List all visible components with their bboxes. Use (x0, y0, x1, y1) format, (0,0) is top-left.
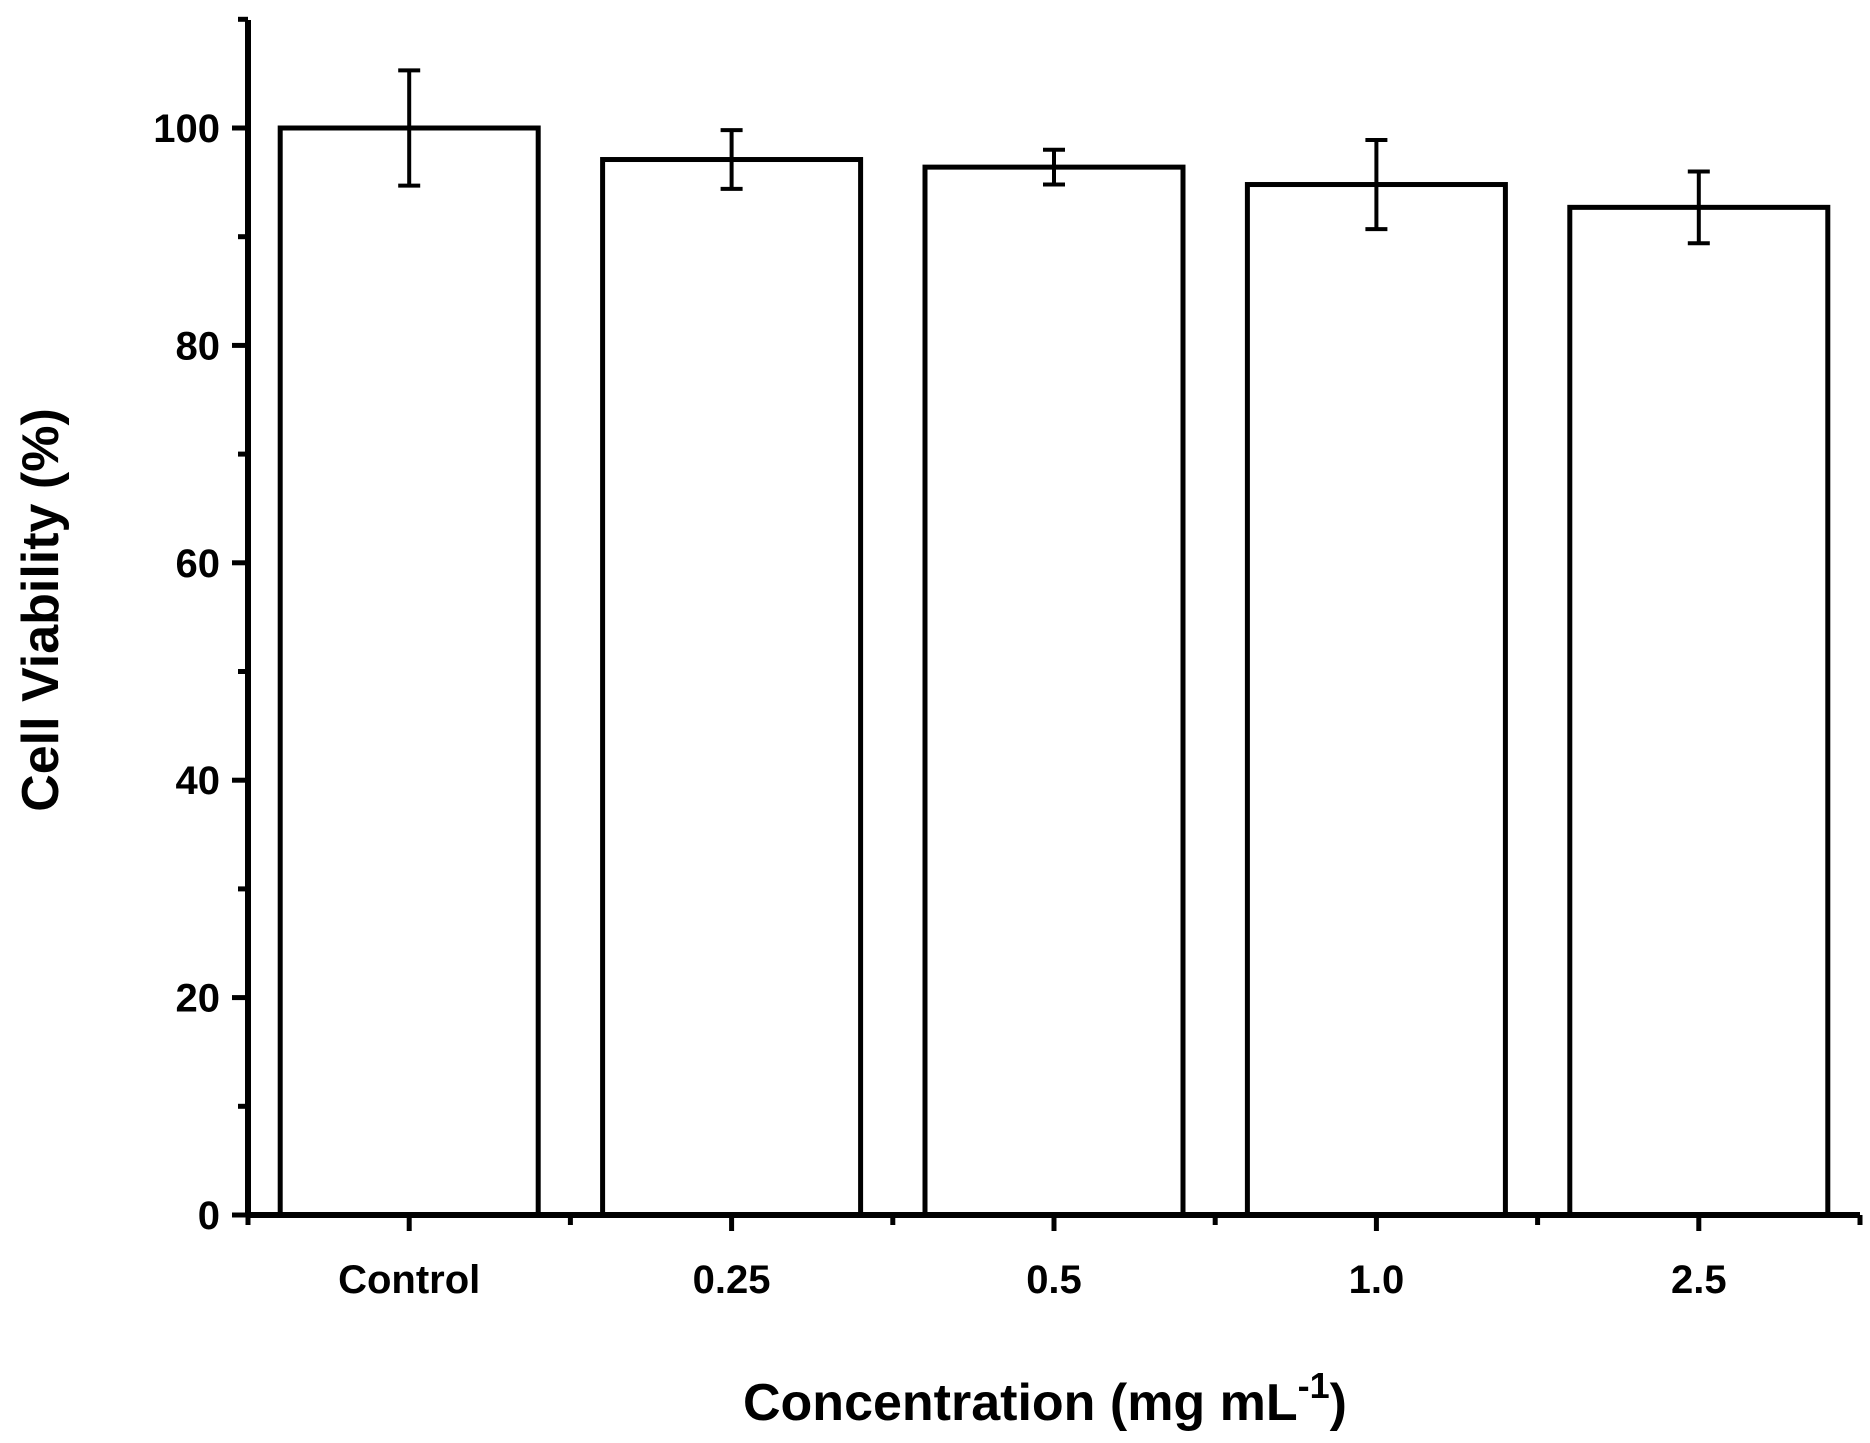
axes-group (232, 16, 1863, 1231)
bar-1 (600, 157, 864, 1218)
bar-2 (922, 164, 1186, 1218)
y-axis-title: Cell Viability (%) (12, 408, 70, 812)
x-tick-label-0: Control (338, 1258, 480, 1302)
x-axis-title-main: Concentration (mg mL (743, 1374, 1298, 1432)
y-tick-label-0: 0 (198, 1194, 220, 1238)
y-tick-label-60: 60 (176, 542, 221, 586)
x-tick-label-2: 0.5 (1026, 1258, 1082, 1302)
y-tick-label-20: 20 (176, 977, 221, 1021)
y-tick-label-100: 100 (153, 107, 220, 151)
bar-4 (1567, 204, 1831, 1218)
x-axis-title-suffix: ) (1330, 1374, 1347, 1432)
x-tick-label-3: 1.0 (1349, 1258, 1405, 1302)
bar-0 (277, 125, 541, 1218)
bars-group (277, 125, 1831, 1218)
x-tick-label-1: 0.25 (693, 1258, 771, 1302)
y-tick-label-40: 40 (176, 759, 221, 803)
x-tick-label-4: 2.5 (1671, 1258, 1727, 1302)
y-tick-label-80: 80 (176, 324, 221, 368)
x-axis-title: Concentration (mg mL-1) (743, 1365, 1347, 1432)
tick-labels-group: Control 0.25 0.5 1.0 2.5 0 20 40 60 80 100 (153, 107, 1726, 1302)
error-bars-group (398, 68, 1710, 246)
x-axis-title-superscript: -1 (1298, 1365, 1330, 1406)
bar-3 (1244, 182, 1508, 1218)
